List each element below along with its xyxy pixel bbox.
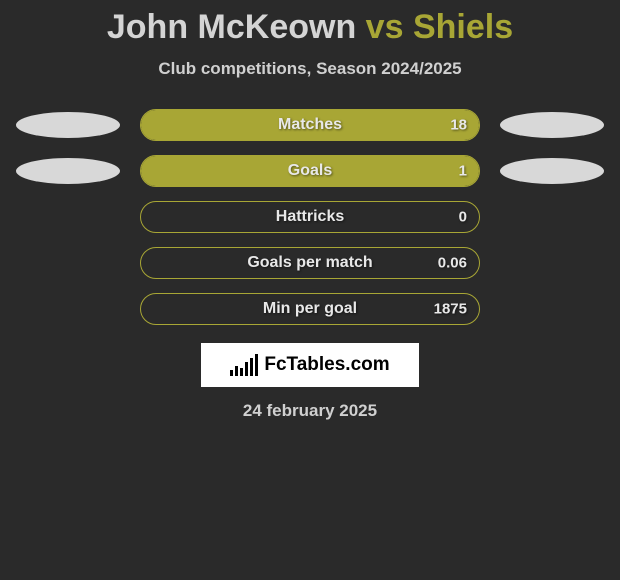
- stat-row: Goals per match 0.06: [0, 247, 620, 279]
- stat-row: Goals 1: [0, 155, 620, 187]
- stat-row: Matches 18: [0, 109, 620, 141]
- right-spacer: [500, 296, 604, 322]
- stat-bar: Goals per match 0.06: [140, 247, 480, 279]
- stat-bar: Hattricks 0: [140, 201, 480, 233]
- page-title: John McKeown vs Shiels: [0, 0, 620, 47]
- bar-value: 0.06: [438, 255, 467, 272]
- bar-value: 1875: [434, 301, 467, 318]
- stats-container: Matches 18 Goals 1 Hattricks 0 Goals per match…: [0, 109, 620, 325]
- stat-row: Hattricks 0: [0, 201, 620, 233]
- right-ellipse: [500, 112, 604, 138]
- stat-bar: Min per goal 1875: [140, 293, 480, 325]
- bar-label: Goals: [288, 162, 332, 180]
- left-spacer: [16, 250, 120, 276]
- left-ellipse: [16, 112, 120, 138]
- subtitle: Club competitions, Season 2024/2025: [0, 59, 620, 79]
- bar-label: Min per goal: [263, 300, 357, 318]
- left-spacer: [16, 204, 120, 230]
- bar-label: Goals per match: [247, 254, 372, 272]
- bar-value: 0: [459, 209, 467, 226]
- left-ellipse: [16, 158, 120, 184]
- stat-bar: Goals 1: [140, 155, 480, 187]
- bar-label: Hattricks: [276, 208, 344, 226]
- vs-text: vs: [366, 8, 404, 46]
- right-ellipse: [500, 158, 604, 184]
- bar-value: 18: [450, 117, 467, 134]
- logo-box: FcTables.com: [201, 343, 419, 387]
- bar-value: 1: [459, 163, 467, 180]
- player1-name: John McKeown: [107, 8, 356, 46]
- right-spacer: [500, 204, 604, 230]
- logo-text: FcTables.com: [264, 354, 389, 376]
- stat-row: Min per goal 1875: [0, 293, 620, 325]
- left-spacer: [16, 296, 120, 322]
- player2-name: Shiels: [413, 8, 513, 46]
- stat-bar: Matches 18: [140, 109, 480, 141]
- date-label: 24 february 2025: [0, 401, 620, 421]
- bar-label: Matches: [278, 116, 342, 134]
- logo-chart-icon: [230, 354, 258, 376]
- right-spacer: [500, 250, 604, 276]
